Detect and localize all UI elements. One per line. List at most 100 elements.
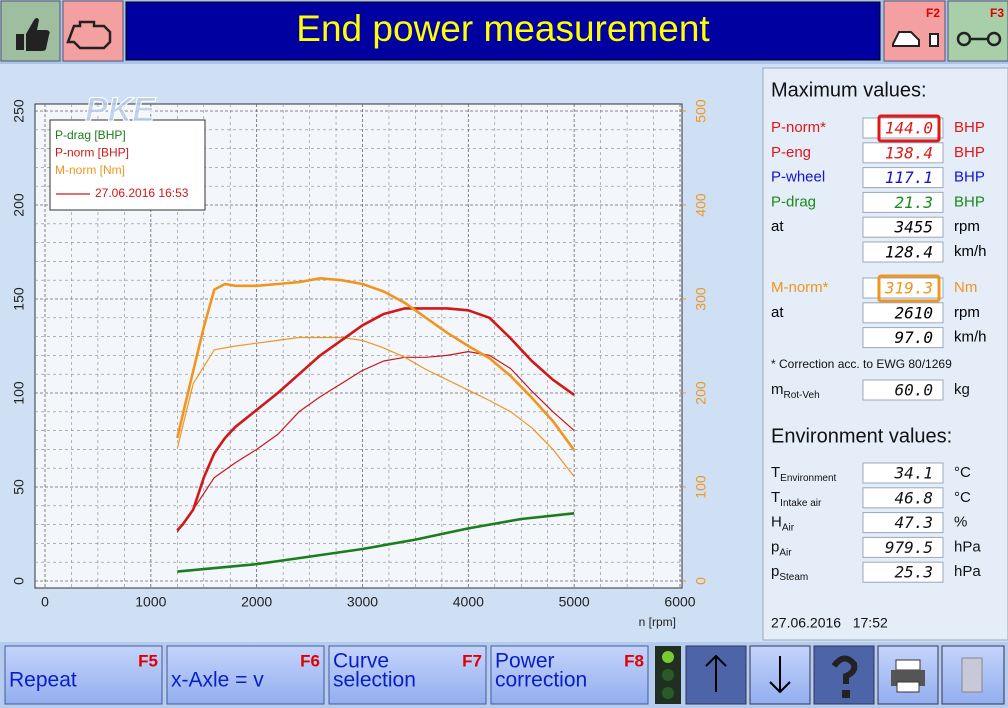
value-box (862, 142, 944, 164)
unit: BHP (954, 144, 985, 161)
value: 979.5 (885, 538, 933, 557)
row-label: P-eng (771, 144, 811, 161)
unit: % (954, 514, 967, 531)
unit: °C (954, 464, 971, 481)
value: 117.1 (885, 168, 933, 187)
row-label: at (771, 304, 784, 321)
value-box (862, 561, 944, 583)
unit: BHP (954, 193, 985, 210)
x-tick-label: 4000 (453, 594, 484, 610)
f2-button[interactable]: F2 (883, 0, 946, 62)
symbol: H (771, 514, 782, 531)
value: 2610 (894, 303, 933, 322)
help-button[interactable] (813, 645, 875, 705)
value: 144.0 (885, 119, 933, 138)
timestamp: 27.06.2016 17:52 (771, 615, 888, 631)
y2-tick-label: 200 (693, 381, 709, 405)
title-bar (125, 1, 881, 61)
ok-button[interactable] (0, 0, 61, 62)
value: 34.1 (893, 464, 933, 483)
legend-entry: 27.06.2016 16:53 (95, 186, 189, 200)
row-label: at (771, 218, 784, 235)
symbol: T (771, 464, 780, 481)
button-key: F5 (138, 651, 158, 670)
unit: km/h (954, 243, 987, 260)
button-key: F8 (624, 651, 644, 670)
engine-button[interactable] (62, 0, 124, 62)
series-line (176, 276, 576, 452)
value-box (862, 487, 944, 509)
value: 25.3 (894, 563, 933, 582)
unit: BHP (954, 169, 985, 186)
unit: hPa (954, 538, 981, 555)
value-box (862, 167, 944, 189)
series-line (177, 512, 575, 573)
button-label: Power (495, 650, 555, 673)
f3-key: F3 (990, 6, 1004, 20)
value-box (862, 536, 944, 558)
button-face (490, 645, 649, 705)
unit: rpm (954, 304, 980, 321)
legend-box (49, 119, 206, 211)
print-button[interactable] (877, 645, 939, 705)
function-button[interactable]: F5 Repeat (4, 645, 163, 705)
f3-button[interactable]: F3 (947, 0, 1008, 62)
y-tick-label: 0 (11, 577, 27, 585)
scroll-up-button[interactable] (685, 645, 747, 705)
status-light (655, 646, 681, 704)
function-button[interactable]: F6 x-Axle = v (166, 645, 325, 705)
series-line (176, 351, 575, 533)
value-box (862, 327, 944, 349)
scroll-down-button[interactable] (749, 645, 811, 705)
button-key: F6 (300, 651, 320, 670)
legend-entry: M-norm [Nm] (55, 163, 125, 177)
row-label: mRot-Veh (771, 381, 820, 401)
button-label: Repeat (9, 669, 77, 692)
x-tick-label: 1000 (135, 594, 166, 610)
x-tick-label: 3000 (347, 594, 378, 610)
row-label: TEnvironment (771, 464, 837, 484)
x-tick-label: 0 (41, 594, 49, 610)
button-label: selection (333, 669, 416, 692)
y2-tick-label: 0 (693, 577, 709, 585)
unit: rpm (954, 218, 980, 235)
subscript: Air (779, 547, 792, 558)
series-line (176, 336, 575, 478)
value: 46.8 (894, 488, 933, 507)
symbol: m (771, 381, 784, 398)
y-tick-label: 150 (11, 287, 27, 311)
watermark: PKE (85, 91, 156, 129)
legend-entry: P-drag [BHP] (55, 128, 126, 142)
value-highlight (877, 114, 941, 143)
unit: °C (954, 489, 971, 506)
y-tick-label: 250 (11, 99, 27, 123)
y2-tick-label: 500 (693, 99, 709, 123)
value-box (862, 462, 944, 484)
unit: Nm (954, 279, 977, 296)
subscript: Steam (779, 572, 808, 583)
value-box (862, 277, 944, 299)
row-label: TIntake air (771, 489, 822, 509)
row-label: pAir (771, 538, 792, 558)
value-box (862, 191, 944, 213)
f2-key: F2 (926, 6, 940, 20)
series-line (176, 307, 575, 532)
value-box (862, 379, 944, 401)
y2-tick-label: 300 (693, 287, 709, 311)
symbol: p (771, 538, 779, 555)
y2-tick-label: 100 (693, 475, 709, 499)
y-tick-label: 100 (11, 381, 27, 405)
button-label: x-Axle = v (171, 669, 264, 692)
exit-button[interactable] (941, 645, 1005, 705)
value: 319.3 (884, 279, 933, 298)
unit: BHP (954, 119, 985, 136)
x-tick-label: 2000 (241, 594, 272, 610)
value-highlight (877, 274, 941, 303)
value-box (862, 117, 944, 139)
value-box (862, 302, 944, 324)
value-box (862, 216, 944, 238)
